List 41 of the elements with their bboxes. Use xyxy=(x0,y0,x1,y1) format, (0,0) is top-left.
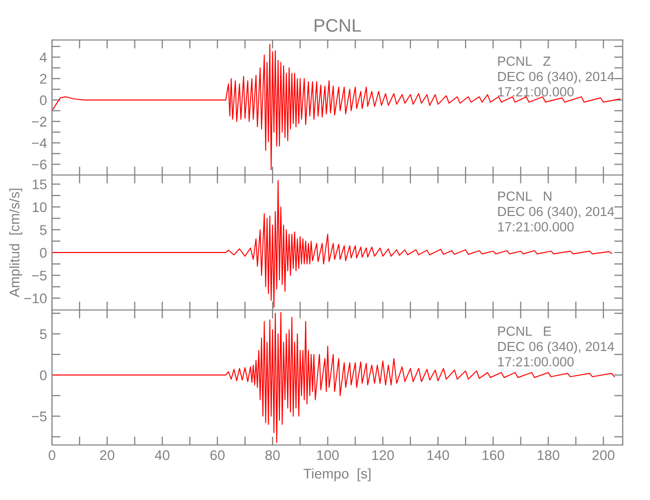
y-tick-label: −2 xyxy=(32,116,46,126)
y-tick-label: −6 xyxy=(32,160,47,170)
y-tick-label: −5 xyxy=(32,412,47,422)
annotation: PCNL E xyxy=(498,326,552,336)
x-tick-label: 0 xyxy=(48,450,56,460)
y-tick-label: 0 xyxy=(40,95,47,106)
line-series xyxy=(52,44,620,170)
y-axis-title: Amplitud [cm/s/s] xyxy=(9,188,22,298)
x-tick-label: 120 xyxy=(372,450,394,460)
y-tick-label: 15 xyxy=(32,180,47,190)
x-tick-label: 100 xyxy=(317,450,339,460)
annotation: DEC 06 (340), 2014 xyxy=(498,71,614,84)
x-axis-title: Tiempo [s] xyxy=(304,468,370,482)
y-tick-label: 5 xyxy=(40,225,47,235)
x-tick-label: 160 xyxy=(482,450,504,460)
annotation: 17:21:00.000 xyxy=(498,357,574,366)
x-tick-label: 180 xyxy=(538,450,560,460)
x-tick-label: 140 xyxy=(427,450,450,460)
line-series xyxy=(52,180,612,308)
annotation: 17:21:00.000 xyxy=(498,222,574,232)
y-tick-label: 4 xyxy=(40,52,47,62)
y-tick-label: 2 xyxy=(40,74,46,84)
annotation: PCNL N xyxy=(498,192,552,201)
x-tick-label: 40 xyxy=(154,450,170,460)
annotation: DEC 06 (340), 2014 xyxy=(498,341,614,354)
line-series xyxy=(52,312,615,444)
y-tick-label: 0 xyxy=(40,370,47,380)
x-tick-label: 200 xyxy=(592,450,614,460)
annotation: DEC 06 (340), 2014 xyxy=(498,206,614,219)
y-tick-label: 0 xyxy=(40,248,47,258)
annotation: PCNL Z xyxy=(498,56,550,66)
x-tick-label: 20 xyxy=(100,450,114,460)
y-tick-label: 10 xyxy=(32,202,47,212)
x-tick-label: 60 xyxy=(210,450,225,460)
annotation: 17:21:00.000 xyxy=(498,87,574,96)
y-tick-label: −5 xyxy=(32,270,47,281)
chart-title: PCNL xyxy=(314,19,361,32)
y-tick-label: −10 xyxy=(24,293,47,304)
y-tick-label: 5 xyxy=(40,329,47,340)
y-tick-label: −4 xyxy=(32,138,47,148)
x-tick-label: 80 xyxy=(265,450,280,460)
